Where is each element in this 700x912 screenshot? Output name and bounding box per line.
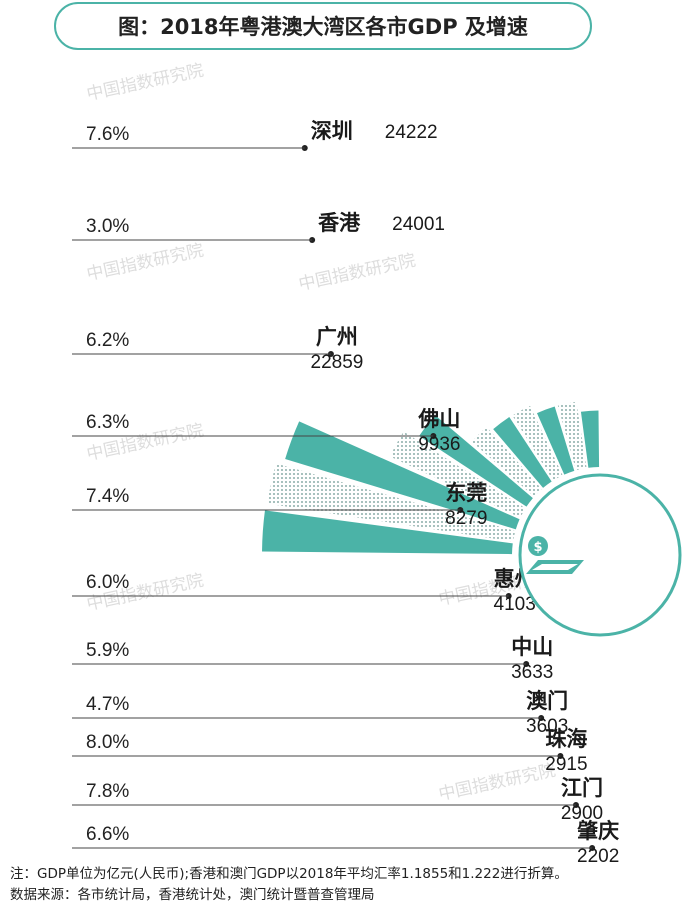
city-label: 深圳 <box>311 119 353 143</box>
footnote-note: 注：GDP单位为亿元(人民币);香港和澳门GDP以2018年平均汇率1.1855… <box>10 866 568 882</box>
city-label: 肇庆 <box>577 819 619 843</box>
city-label: 东莞 <box>445 481 487 505</box>
gdp-value-label: 2202 <box>577 846 619 867</box>
money-card-icon: $ <box>526 536 584 574</box>
growth-label: 3.0% <box>86 216 129 237</box>
gdp-value-label: 24222 <box>385 122 438 143</box>
center-circle <box>518 473 682 637</box>
wedge-江门 <box>557 401 587 471</box>
chart-title: 图：2018年粤港澳大湾区各市GDP 及增速 <box>54 2 592 50</box>
watermark-text: 中国指数研究院 <box>437 761 558 805</box>
city-label: 澳门 <box>526 689 568 713</box>
growth-label: 6.0% <box>86 572 129 593</box>
wedge-广州 <box>285 421 520 530</box>
city-label: 江门 <box>561 776 603 800</box>
gdp-value-label: 3633 <box>511 662 553 683</box>
leader-lines <box>72 145 596 851</box>
watermark-text: 中国指数研究院 <box>85 241 206 285</box>
footnote-source: 数据来源：各市统计局，香港统计处，澳门统计暨普查管理局 <box>10 887 375 903</box>
growth-label: 4.7% <box>86 694 129 715</box>
growth-label: 6.2% <box>86 330 129 351</box>
wedge-珠海 <box>536 406 575 475</box>
city-label: 佛山 <box>417 407 460 431</box>
wedge-香港 <box>267 463 516 542</box>
gdp-value-label: 9936 <box>418 434 460 455</box>
growth-label: 5.9% <box>86 640 129 661</box>
svg-text:$: $ <box>533 540 542 555</box>
wedge-深圳 <box>262 510 513 555</box>
chart-wedges <box>262 401 600 555</box>
center-badge: $ <box>518 473 682 637</box>
gdp-value-label: 2915 <box>545 754 587 775</box>
wedge-东莞 <box>419 414 533 507</box>
gdp-value-label: 4103 <box>494 594 536 615</box>
growth-label: 6.6% <box>86 824 129 845</box>
growth-label: 7.6% <box>86 124 129 145</box>
growth-label: 7.8% <box>86 781 129 802</box>
wedge-佛山 <box>390 431 526 518</box>
wedge-惠州 <box>471 426 542 497</box>
gdp-value-label: 8279 <box>445 508 487 529</box>
gdp-value-label: 22859 <box>311 352 364 373</box>
gdp-value-label: 3603 <box>526 716 568 737</box>
city-label: 中山 <box>511 635 553 659</box>
growth-label: 6.3% <box>86 412 129 433</box>
growth-label: 8.0% <box>86 732 129 753</box>
city-label: 珠海 <box>545 727 587 751</box>
city-label: 香港 <box>318 211 361 235</box>
growth-label: 7.4% <box>86 486 129 507</box>
chart-labels: 7.6% 深圳 24222 3.0% 香港 24001 6.2% 广州 22859 6.3% 佛山 9… <box>86 119 619 867</box>
gdp-value-label: 24001 <box>392 214 445 235</box>
wedge-澳门 <box>512 405 563 481</box>
watermark-text: 中国指数研究院 <box>85 61 206 105</box>
gdp-value-label: 2900 <box>561 803 603 824</box>
watermark-text: 中国指数研究院 <box>297 251 418 295</box>
wedge-肇庆 <box>580 410 600 468</box>
wedge-中山 <box>493 417 552 488</box>
city-label: 广州 <box>316 325 358 349</box>
